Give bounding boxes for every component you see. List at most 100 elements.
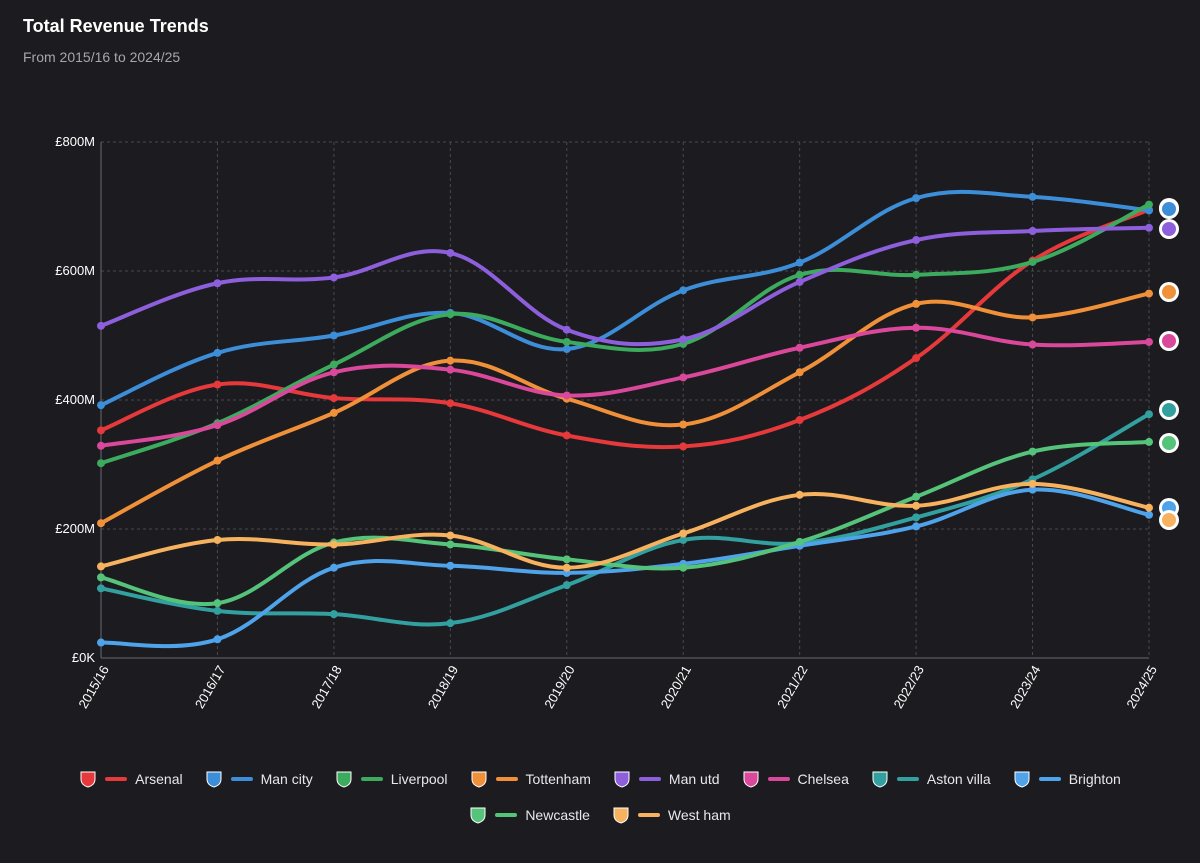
crest-fill xyxy=(1162,436,1176,450)
data-point xyxy=(912,501,921,510)
data-point xyxy=(679,420,688,429)
data-point xyxy=(329,540,338,549)
data-point xyxy=(562,391,571,400)
x-tick-label: 2018/19 xyxy=(425,663,461,711)
series-line-tottenham xyxy=(99,291,1151,526)
data-point xyxy=(912,323,921,332)
series-tottenham xyxy=(97,289,1153,528)
legend-item-aston-villa[interactable]: Aston villa xyxy=(871,768,991,790)
legend-swatch xyxy=(767,777,790,781)
data-point xyxy=(213,279,222,288)
data-point xyxy=(1028,340,1037,349)
series-line-brighton xyxy=(99,487,1151,649)
data-point xyxy=(329,331,338,340)
x-tick-label: 2015/16 xyxy=(75,663,111,711)
legend-item-liverpool[interactable]: Liverpool xyxy=(335,768,448,790)
legend-label: Man city xyxy=(260,771,313,787)
data-point xyxy=(562,345,571,354)
data-point xyxy=(213,599,222,608)
legend-label: Aston villa xyxy=(926,771,991,787)
data-point xyxy=(795,277,804,286)
data-point xyxy=(679,442,688,451)
x-tick-label: 2021/22 xyxy=(774,663,810,711)
crest-fill xyxy=(1162,334,1176,348)
crest-fill xyxy=(1162,285,1176,299)
legend-swatch xyxy=(230,777,253,781)
data-point xyxy=(213,421,222,430)
end-aston-villa-crest-icon xyxy=(1159,400,1179,420)
man-city-crest-icon xyxy=(206,771,222,788)
chart-title: Total Revenue Trends xyxy=(23,16,209,36)
data-point xyxy=(795,490,804,499)
chart-header: Total Revenue Trends From 2015/16 to 202… xyxy=(23,16,209,65)
data-point xyxy=(912,492,921,501)
data-point xyxy=(912,513,921,522)
data-point xyxy=(329,273,338,282)
data-point xyxy=(679,335,688,344)
x-tick-label: 2022/23 xyxy=(891,663,927,711)
data-point xyxy=(213,635,222,644)
series-line-aston-villa xyxy=(99,412,1151,627)
chart-legend: Arsenal Man city Liverpool Tottenham Man… xyxy=(60,768,1140,826)
legend-item-chelsea[interactable]: Chelsea xyxy=(742,768,849,790)
x-tick-label: 2017/18 xyxy=(308,663,344,711)
data-point xyxy=(1145,410,1153,419)
data-point xyxy=(213,348,222,357)
legend-item-man-utd[interactable]: Man utd xyxy=(613,768,720,790)
data-point xyxy=(97,562,105,571)
series-man-utd xyxy=(97,223,1153,347)
data-point xyxy=(795,537,804,546)
data-point xyxy=(446,540,455,549)
data-point xyxy=(679,563,688,572)
data-point xyxy=(329,408,338,417)
data-point xyxy=(97,401,105,410)
legend-swatch xyxy=(1038,777,1061,781)
data-point xyxy=(1145,200,1153,209)
brighton-crest-icon xyxy=(1014,771,1030,788)
data-point xyxy=(912,270,921,279)
data-point xyxy=(795,270,804,279)
data-point xyxy=(97,321,105,330)
tottenham-crest-icon xyxy=(471,771,487,788)
data-point xyxy=(912,236,921,245)
legend-swatch xyxy=(495,777,518,781)
data-point xyxy=(562,555,571,564)
data-point xyxy=(795,368,804,377)
legend-label: Arsenal xyxy=(135,771,183,787)
data-point xyxy=(446,365,455,374)
legend-swatch xyxy=(360,777,383,781)
legend-swatch xyxy=(105,777,128,781)
legend-item-arsenal[interactable]: Arsenal xyxy=(79,768,183,790)
data-point xyxy=(446,531,455,540)
data-point xyxy=(1145,510,1153,519)
series-arsenal xyxy=(97,205,1153,451)
legend-label: Brighton xyxy=(1068,771,1121,787)
data-point xyxy=(1028,257,1037,266)
liverpool-crest-icon xyxy=(336,771,352,788)
end-tottenham-crest-icon xyxy=(1159,282,1179,302)
data-point xyxy=(1145,223,1153,232)
legend-item-tottenham[interactable]: Tottenham xyxy=(470,768,591,790)
data-point xyxy=(329,368,338,377)
data-point xyxy=(329,563,338,572)
data-point xyxy=(679,535,688,544)
legend-item-west-ham[interactable]: West ham xyxy=(612,804,731,826)
legend-item-newcastle[interactable]: Newcastle xyxy=(469,804,590,826)
data-point xyxy=(1028,227,1037,236)
data-point xyxy=(446,561,455,570)
crest-fill xyxy=(1162,513,1176,527)
series-line-arsenal xyxy=(99,207,1151,450)
data-point xyxy=(1145,503,1153,512)
data-point xyxy=(97,426,105,435)
arsenal-crest-icon xyxy=(80,771,96,788)
data-point xyxy=(329,360,338,369)
data-point xyxy=(1145,337,1153,346)
data-point xyxy=(679,286,688,295)
data-point xyxy=(329,394,338,403)
series-line-chelsea xyxy=(99,325,1151,448)
legend-item-man-city[interactable]: Man city xyxy=(205,768,313,790)
legend-item-brighton[interactable]: Brighton xyxy=(1013,768,1121,790)
west-ham-crest-icon xyxy=(613,807,629,824)
data-point xyxy=(562,431,571,440)
newcastle-crest-icon xyxy=(470,807,486,824)
